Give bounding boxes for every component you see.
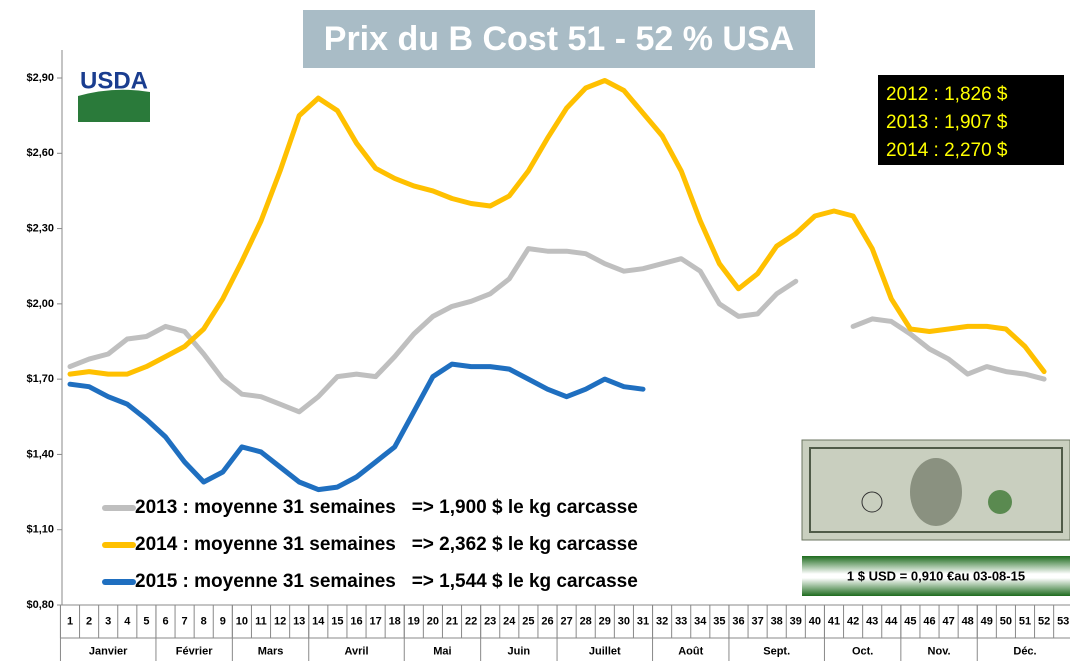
- series-line: [850, 316, 1047, 382]
- x-tick-label: 39: [790, 615, 802, 627]
- x-tick-label: 51: [1019, 615, 1031, 627]
- x-tick-label: 53: [1057, 615, 1069, 627]
- bill-seal: [988, 490, 1012, 514]
- x-tick-label: 4: [124, 615, 131, 627]
- x-tick-label: 33: [675, 615, 687, 627]
- y-tick-label: $1,10: [26, 524, 54, 536]
- x-tick-label: 21: [446, 615, 458, 627]
- x-tick-label: 12: [274, 615, 286, 627]
- month-label: Août: [678, 645, 703, 657]
- legend-label: 2013 : moyenne 31 semaines => 1,900 $ le…: [135, 497, 638, 518]
- x-tick-label: 41: [828, 615, 840, 627]
- month-label: Juillet: [589, 645, 621, 657]
- x-tick-label: 10: [236, 615, 248, 627]
- x-tick-label: 31: [637, 615, 649, 627]
- annotation: 2013 : 1,907 $: [886, 112, 1008, 133]
- usda-logo: USDA: [78, 67, 150, 122]
- series-line: [67, 361, 646, 493]
- x-tick-label: 37: [751, 615, 763, 627]
- x-tick-label: 22: [465, 615, 477, 627]
- x-tick-label: 15: [331, 615, 343, 627]
- exchange-box: [802, 556, 1070, 596]
- x-tick-label: 20: [427, 615, 439, 627]
- x-tick-label: 50: [1000, 615, 1012, 627]
- logo-field: [78, 89, 150, 122]
- x-tick-label: 49: [981, 615, 993, 627]
- x-tick-label: 46: [923, 615, 935, 627]
- x-tick-label: 42: [847, 615, 859, 627]
- x-tick-label: 14: [312, 615, 325, 627]
- x-tick-label: 16: [350, 615, 362, 627]
- bill-seal: [861, 491, 883, 513]
- x-tick-label: 11: [255, 615, 267, 627]
- month-label: Sept.: [763, 645, 790, 657]
- title-box: [303, 10, 815, 68]
- x-tick-label: 19: [408, 615, 420, 627]
- month-label: Février: [176, 645, 213, 657]
- x-tick-label: 29: [599, 615, 611, 627]
- y-tick-label: $1,40: [26, 448, 54, 460]
- month-label: Déc.: [1013, 645, 1036, 657]
- series-line: [67, 246, 799, 415]
- x-tick-label: 36: [732, 615, 744, 627]
- x-tick-label: 45: [904, 615, 916, 627]
- series-line: [67, 78, 1047, 377]
- x-tick-label: 18: [389, 615, 401, 627]
- x-tick-label: 23: [484, 615, 496, 627]
- dollar-bill: [801, 439, 1070, 541]
- bill-border: [809, 447, 1063, 533]
- month-label: Mai: [433, 645, 451, 657]
- x-tick-label: 30: [618, 615, 630, 627]
- x-tick-label: 6: [162, 615, 168, 627]
- x-tick-label: 47: [942, 615, 954, 627]
- y-tick-label: $0,80: [26, 599, 54, 611]
- month-label: Janvier: [89, 645, 128, 657]
- x-tick-label: 24: [503, 615, 516, 627]
- x-tick-label: 44: [885, 615, 898, 627]
- annotation-box: [878, 75, 1064, 165]
- month-label: Nov.: [928, 645, 951, 657]
- x-tick-label: 27: [560, 615, 572, 627]
- y-tick-label: $1,70: [26, 373, 54, 385]
- x-tick-label: 2: [86, 615, 92, 627]
- y-tick-label: $2,60: [26, 147, 54, 159]
- x-tick-label: 34: [694, 615, 707, 627]
- month-label: Mars: [258, 645, 284, 657]
- exchange-note: 1 $ USD = 0,910 €au 03-08-15: [847, 568, 1025, 583]
- x-tick-label: 38: [771, 615, 783, 627]
- month-label: Avril: [344, 645, 368, 657]
- chart-title: Prix du B Cost 51 - 52 % USA: [324, 20, 794, 58]
- x-tick-label: 43: [866, 615, 878, 627]
- month-label: Juin: [508, 645, 531, 657]
- x-tick-label: 7: [182, 615, 188, 627]
- x-tick-label: 48: [962, 615, 974, 627]
- y-tick-label: $2,30: [26, 222, 54, 234]
- x-tick-label: 32: [656, 615, 668, 627]
- x-tick-label: 17: [369, 615, 381, 627]
- x-tick-label: 8: [201, 615, 207, 627]
- x-tick-label: 9: [220, 615, 226, 627]
- annotation: 2012 : 1,826 $: [886, 84, 1008, 105]
- x-tick-label: 5: [143, 615, 149, 627]
- x-tick-label: 26: [541, 615, 553, 627]
- legend-label: 2014 : moyenne 31 semaines => 2,362 $ le…: [135, 534, 638, 555]
- bill-portrait: [910, 458, 962, 526]
- annotation: 2014 : 2,270 $: [886, 140, 1008, 161]
- x-tick-label: 35: [713, 615, 725, 627]
- month-label: Oct.: [852, 645, 873, 657]
- x-tick-label: 25: [522, 615, 534, 627]
- y-tick-label: $2,00: [26, 298, 54, 310]
- x-tick-label: 28: [580, 615, 592, 627]
- logo-text: USDA: [80, 67, 148, 94]
- legend-label: 2015 : moyenne 31 semaines => 1,544 $ le…: [135, 571, 638, 592]
- x-tick-label: 52: [1038, 615, 1050, 627]
- x-tick-label: 13: [293, 615, 305, 627]
- x-tick-label: 1: [67, 615, 73, 627]
- x-tick-label: 40: [809, 615, 821, 627]
- x-tick-label: 3: [105, 615, 111, 627]
- y-tick-label: $2,90: [26, 72, 54, 84]
